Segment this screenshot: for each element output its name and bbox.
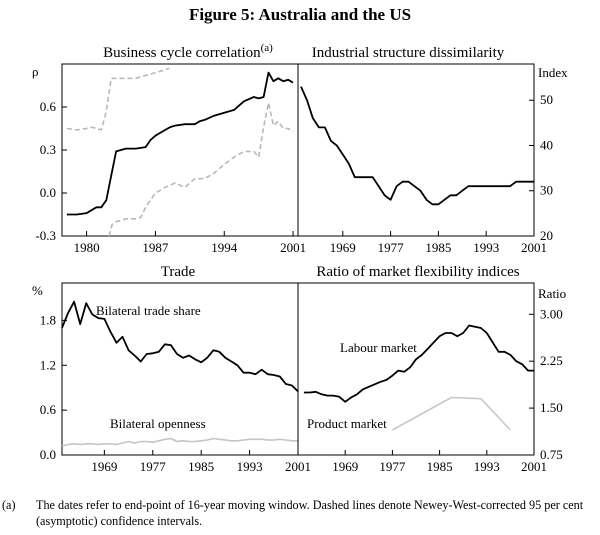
- xtick-label: 1969: [332, 459, 358, 474]
- panel-title-business-cycle: Business cycle correlation(a): [103, 42, 273, 61]
- series-line-estimate: [66, 71, 294, 216]
- xtick-label: 1977: [140, 459, 167, 474]
- panel-frame-0: [61, 63, 299, 237]
- series-line-index: [300, 86, 534, 206]
- label-bilateral-openness: Bilateral openness: [110, 416, 206, 431]
- ylabel-index: Index: [538, 65, 568, 80]
- xtick-label: 1993: [237, 459, 263, 474]
- xtick-label: 1977: [378, 240, 405, 255]
- xtick-label: 1994: [211, 240, 238, 255]
- xtick-label: 2001: [521, 459, 547, 474]
- ylabel-ratio: Ratio: [538, 286, 566, 301]
- panel-frame-3: [297, 282, 535, 456]
- series-line-bilateral-trade-share: [61, 300, 299, 393]
- ytick-label: 0.6: [40, 99, 57, 114]
- panel-title-market-flexibility: Ratio of market flexibility indices: [316, 264, 519, 280]
- panel-title-industrial-structure: Industrial structure dissimilarity: [312, 45, 505, 61]
- ytick-label: 0.75: [540, 447, 563, 462]
- ytick-label: 50: [540, 92, 553, 107]
- xtick-label: 1969: [330, 240, 356, 255]
- xtick-label: 1993: [473, 240, 499, 255]
- label-labour-market: Labour market: [340, 340, 417, 355]
- xtick-label: 1980: [74, 240, 100, 255]
- ytick-label: 20: [540, 228, 553, 243]
- ytick-label: 1.50: [540, 400, 563, 415]
- ylabel-rho: ρ: [32, 64, 39, 79]
- ytick-label: 1.2: [40, 357, 56, 372]
- xtick-label: 2001: [280, 240, 306, 255]
- ytick-label: -0.3: [35, 228, 56, 243]
- footnote-text: The dates refer to end-point of 16-year …: [36, 498, 584, 528]
- ytick-label: 0.0: [40, 447, 56, 462]
- footnote-label: (a): [2, 498, 16, 512]
- xtick-label: 1985: [188, 459, 214, 474]
- ytick-label: 3.00: [540, 306, 563, 321]
- ytick-label: 30: [540, 183, 553, 198]
- ytick-label: 2.25: [540, 353, 563, 368]
- panel-frame-1: [297, 63, 535, 237]
- xtick-label: 2001: [285, 459, 311, 474]
- series-line-labour-market: [303, 324, 534, 403]
- xtick-label: 1987: [142, 240, 169, 255]
- label-bilateral-trade-share: Bilateral trade share: [96, 303, 201, 318]
- ylabel-percent: %: [32, 283, 43, 298]
- xtick-label: 2001: [521, 240, 547, 255]
- ytick-label: 0.3: [40, 142, 56, 157]
- ytick-label: 40: [540, 137, 553, 152]
- label-product-market: Product market: [307, 416, 387, 431]
- panel-title-trade: Trade: [161, 264, 196, 280]
- panel-title-text: Business cycle correlation: [103, 45, 261, 61]
- xtick-label: 1977: [379, 459, 406, 474]
- series-line-product-market: [392, 396, 511, 431]
- ytick-label: 1.8: [40, 312, 56, 327]
- xtick-label: 1993: [474, 459, 500, 474]
- panel-title-superscript: (a): [261, 42, 274, 54]
- series-line-bilateral-openness: [61, 437, 298, 447]
- series-line-upper-95-bound: [66, 67, 170, 131]
- xtick-label: 1985: [425, 240, 451, 255]
- xtick-label: 1969: [91, 459, 117, 474]
- xtick-label: 1985: [427, 459, 453, 474]
- ytick-label: 0.6: [40, 402, 57, 417]
- ytick-label: 0.0: [40, 185, 56, 200]
- series-line-lower-95-bound: [108, 101, 294, 237]
- figure-title: Figure 5: Australia and the US: [189, 5, 411, 24]
